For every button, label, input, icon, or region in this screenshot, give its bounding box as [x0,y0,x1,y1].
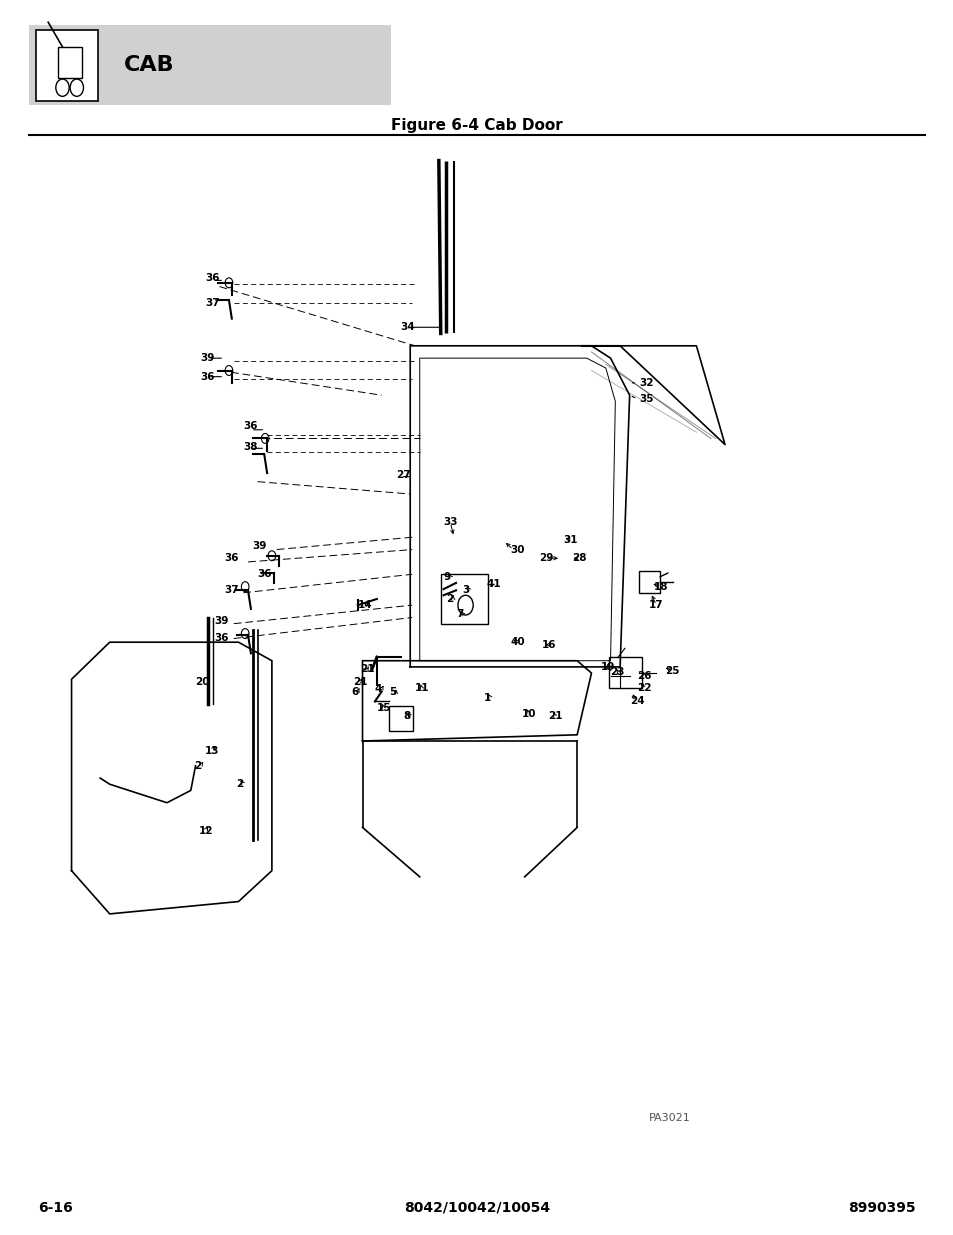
Text: 4: 4 [375,684,382,694]
Text: 32: 32 [639,378,653,388]
Text: 10: 10 [521,709,536,719]
Text: 30: 30 [510,545,524,555]
Text: 37: 37 [224,585,238,595]
Text: 19: 19 [600,662,615,672]
Circle shape [225,278,233,288]
Text: CAB: CAB [124,54,174,75]
Text: PA3021: PA3021 [648,1113,690,1123]
Text: 6: 6 [351,687,358,697]
Bar [389,706,413,731]
Text: 25: 25 [664,666,679,676]
Circle shape [241,582,249,592]
Text: 41: 41 [486,579,500,589]
Text: 18: 18 [653,582,667,592]
Text: 40: 40 [510,637,524,647]
Text: 36: 36 [224,553,238,563]
Circle shape [261,433,269,443]
Circle shape [225,366,233,375]
Text: 34: 34 [400,322,415,332]
Text: 39: 39 [214,616,229,626]
Text: 39: 39 [253,541,267,551]
Text: 35: 35 [639,394,653,404]
Text: 36: 36 [205,273,219,283]
Text: 31: 31 [562,535,577,545]
Text: 36: 36 [243,421,257,431]
Text: 8042/10042/10054: 8042/10042/10054 [403,1200,550,1215]
Circle shape [241,629,249,638]
Text: 8990395: 8990395 [847,1200,915,1215]
Text: 28: 28 [572,553,586,563]
Text: 36: 36 [200,372,214,382]
Text: 27: 27 [395,471,410,480]
Text: Figure 6-4 Cab Door: Figure 6-4 Cab Door [391,119,562,133]
Text: 3: 3 [462,585,470,595]
Text: 11: 11 [415,683,429,693]
Text: 38: 38 [243,442,257,452]
Text: 2: 2 [193,761,201,771]
Text: 29: 29 [538,553,553,563]
Text: 12: 12 [198,826,213,836]
Text: 36: 36 [257,569,272,579]
Text: 21: 21 [353,677,367,687]
Text: 20: 20 [195,677,210,687]
Text: 1: 1 [483,693,491,703]
Text: 17: 17 [648,600,662,610]
Text: 7: 7 [456,609,463,619]
Text: 26: 26 [637,671,651,680]
Text: 36: 36 [214,634,229,643]
Circle shape [268,551,275,561]
Text: 14: 14 [357,600,372,610]
Text: 21: 21 [360,664,375,674]
Text: 8: 8 [403,711,411,721]
Bar [639,571,659,593]
Text: 6-16: 6-16 [38,1200,72,1215]
Bar [36,30,98,101]
Text: 24: 24 [629,697,643,706]
Text: 33: 33 [443,517,457,527]
Text: 39: 39 [200,353,214,363]
Text: 21: 21 [548,711,562,721]
Text: 15: 15 [376,703,391,713]
Bar [608,657,641,688]
Text: 2: 2 [236,779,244,789]
Bar [440,574,488,624]
Text: 16: 16 [541,640,556,650]
Text: 23: 23 [610,667,624,677]
Text: 9: 9 [443,572,450,582]
Text: 2: 2 [446,594,454,604]
Text: 13: 13 [205,746,219,756]
Text: 37: 37 [205,298,219,308]
Bar [29,25,391,105]
Text: 5: 5 [389,687,396,697]
Text: 22: 22 [637,683,651,693]
